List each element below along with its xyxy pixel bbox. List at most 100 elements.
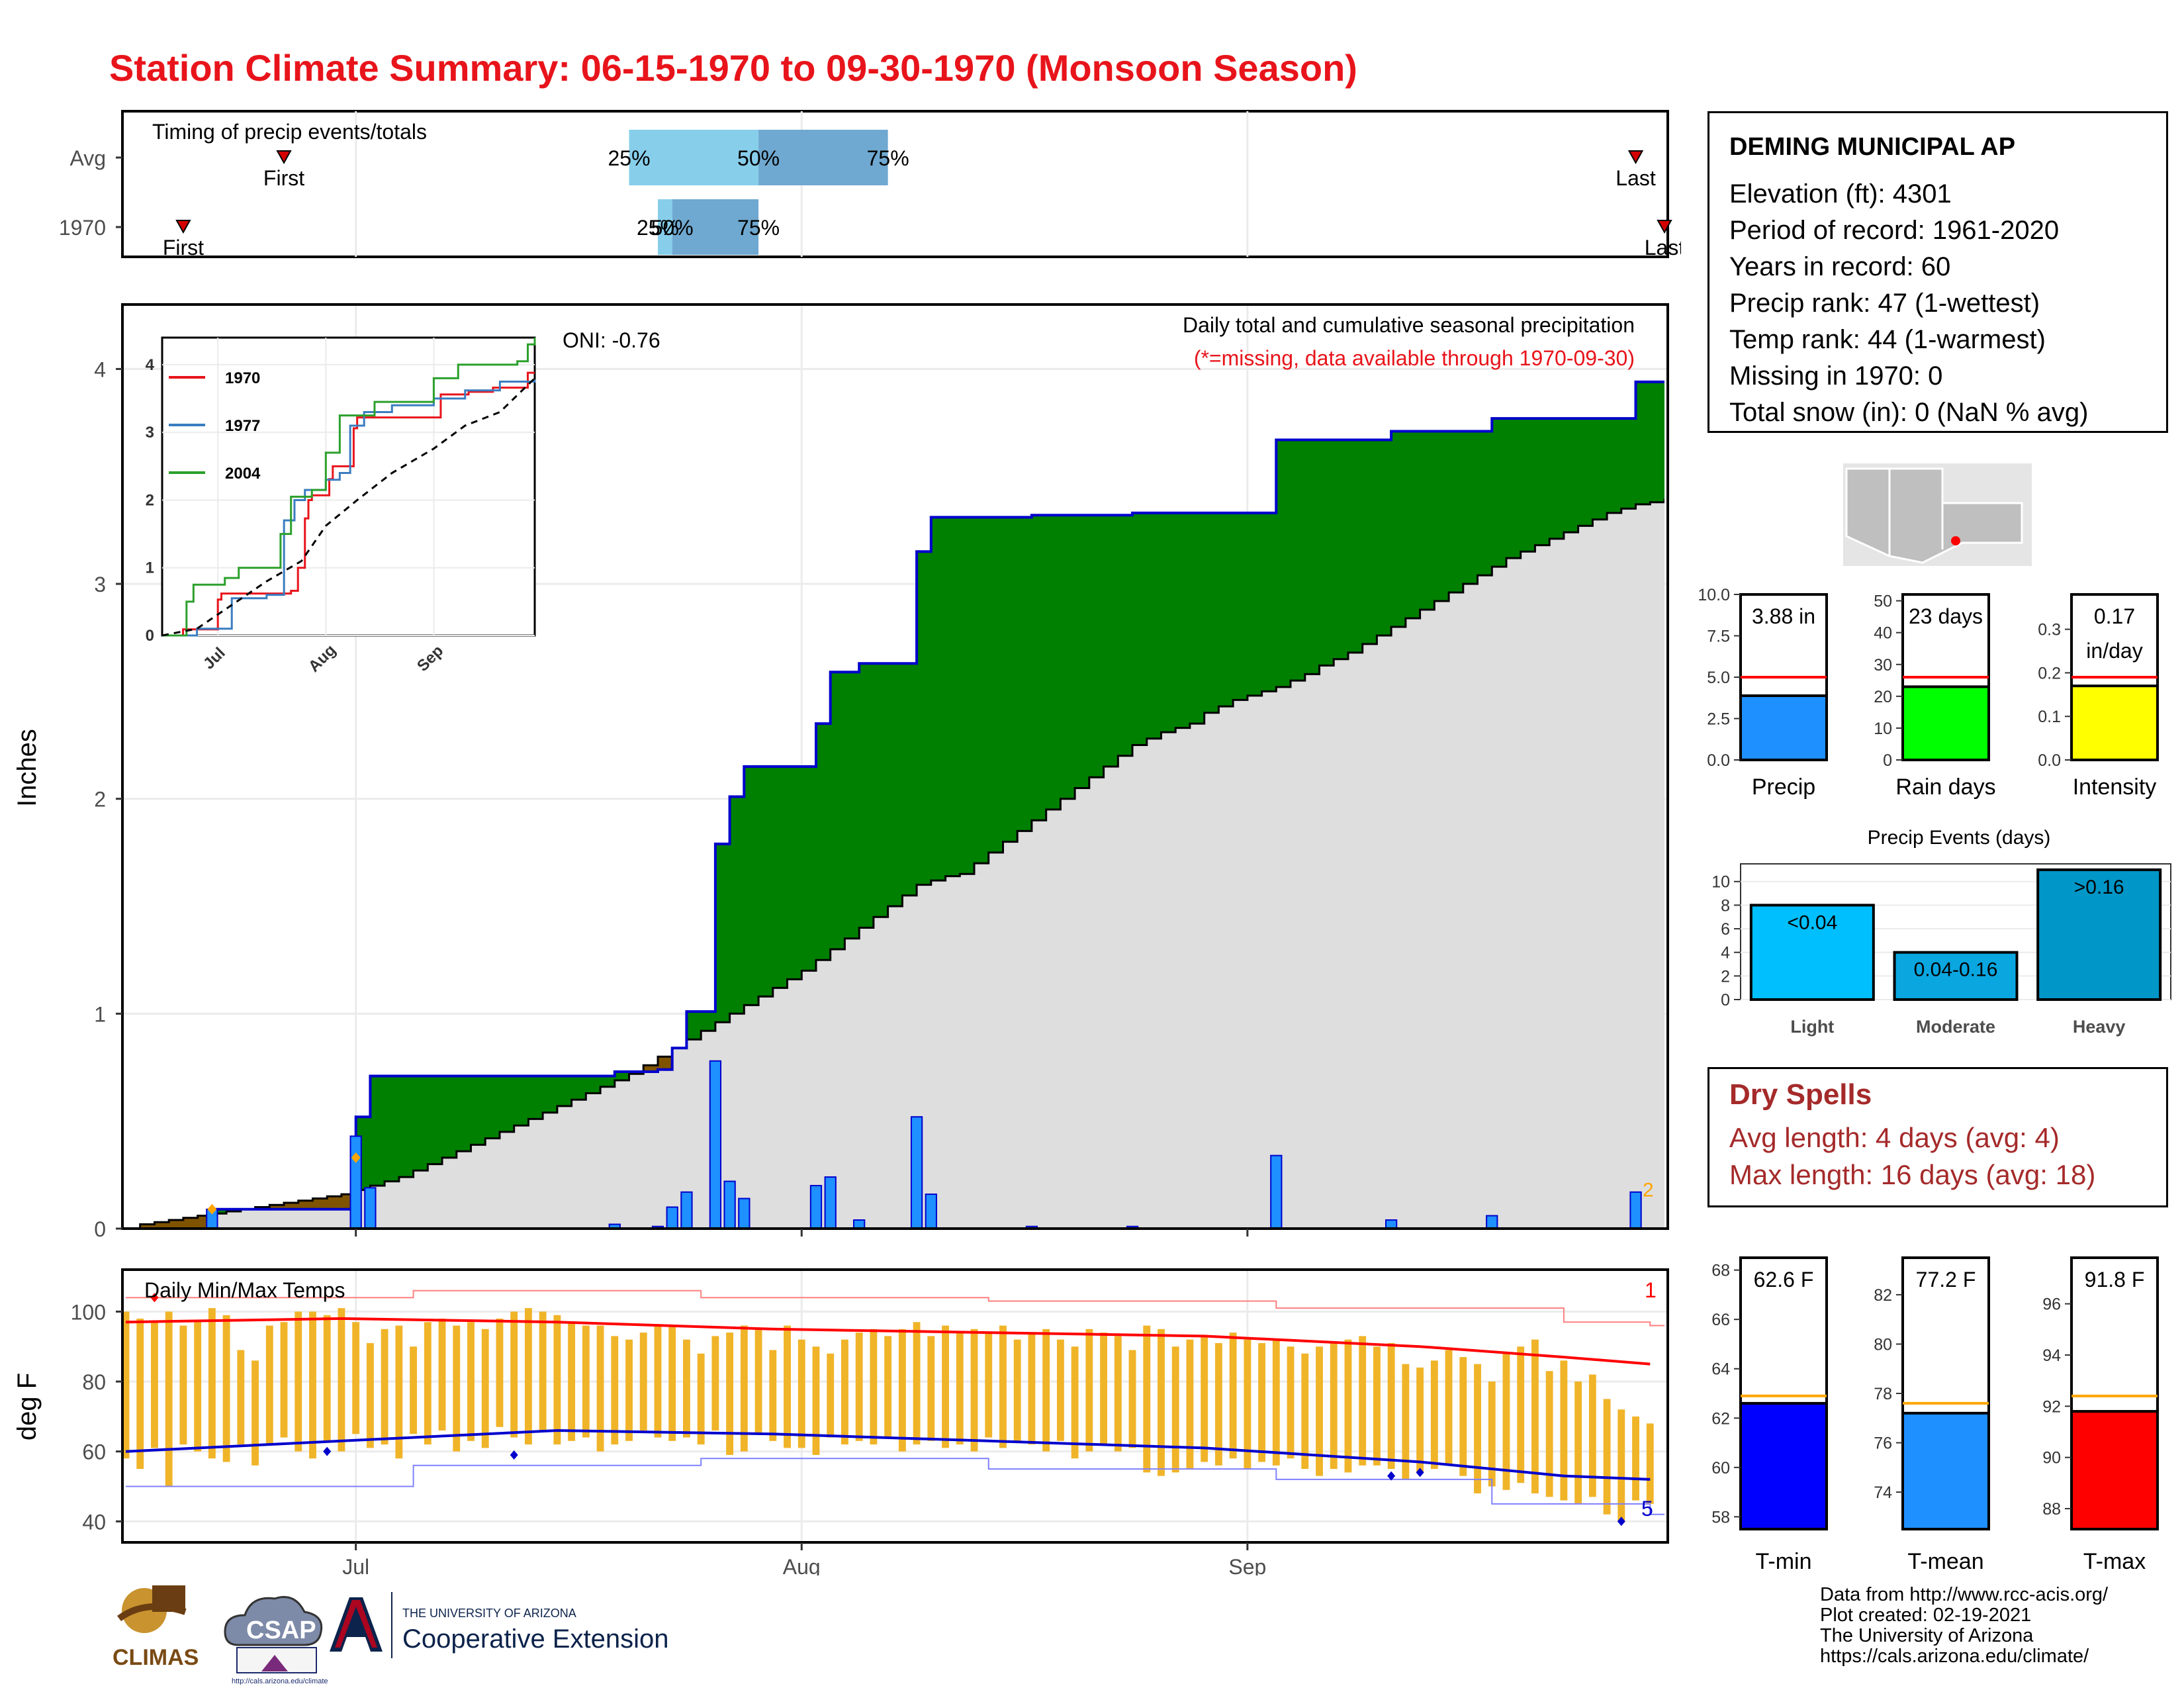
daily-temp-bar	[797, 1339, 805, 1448]
daily-temp-bar	[1158, 1329, 1165, 1476]
record-low-marker	[1416, 1468, 1424, 1477]
daily-temp-bar	[870, 1329, 878, 1445]
precip-ytick-label: 1	[94, 1002, 106, 1026]
below-average-area	[269, 1205, 285, 1209]
daily-temp-bar	[625, 1339, 633, 1441]
summary-ytick-label: 76	[1874, 1434, 1892, 1453]
above-average-area	[960, 517, 975, 874]
climas-text: CLIMAS	[113, 1645, 199, 1670]
daily-temp-bar	[1042, 1329, 1050, 1452]
above-average-area	[1607, 418, 1622, 513]
csap-text: CSAP	[246, 1617, 316, 1644]
record-low-marker	[510, 1450, 518, 1460]
above-average-area	[1592, 418, 1608, 520]
daily-temp-bar	[524, 1308, 532, 1445]
ua-logo: THE UNIVERSITY OF ARIZONA Cooperative Ex…	[330, 1592, 668, 1658]
summary-ytick-label: 78	[1874, 1385, 1892, 1403]
daily-temp-bar	[222, 1315, 230, 1462]
logo-strip: CLIMAS CSAP http://cals.arizona.edu/clim…	[113, 1585, 668, 1685]
daily-precip-bar	[680, 1191, 693, 1229]
above-average-area	[442, 1076, 457, 1158]
timing-first-label: First	[263, 166, 304, 190]
record-low-marker	[1387, 1471, 1396, 1481]
above-average-area	[1635, 381, 1651, 504]
record-low-marker	[1617, 1517, 1625, 1526]
above-average-area	[1506, 418, 1522, 559]
daily-temp-bar	[1588, 1374, 1596, 1497]
timing-title: Timing of precip events/totals	[152, 120, 427, 144]
above-average-area	[385, 1076, 400, 1182]
inset-ytick-label: 1	[146, 559, 154, 577]
daily-temp-bar	[323, 1315, 331, 1441]
above-average-area	[1621, 418, 1637, 509]
summary-panel-name: Intensity	[2073, 774, 2157, 800]
daily-temp-bar	[1171, 1346, 1179, 1473]
above-average-area	[1291, 440, 1306, 681]
credit-line: Plot created: 02-19-2021	[1820, 1605, 2032, 1626]
temps-title: Daily Min/Max Temps	[144, 1278, 345, 1302]
summary-ytick-label: 60	[1711, 1459, 1730, 1477]
ua-university-text: THE UNIVERSITY OF ARIZONA	[402, 1607, 576, 1620]
above-average-area	[887, 663, 903, 907]
summary-ytick-label: 58	[1711, 1508, 1730, 1526]
events-ytick-label: 4	[1721, 944, 1730, 962]
daily-temp-bar	[208, 1308, 216, 1459]
summary-ytick-label: 50	[1874, 592, 1892, 611]
timing-first-marker	[175, 220, 191, 234]
timing-frame	[121, 110, 1669, 258]
csap-url: http://cals.arizona.edu/climate	[232, 1677, 328, 1685]
temps-background	[122, 1270, 1668, 1542]
daily-temp-bar	[481, 1329, 489, 1448]
temps-xtick-label: Aug	[783, 1555, 821, 1575]
daily-temp-bar	[1373, 1346, 1381, 1466]
average-cumulative-line	[126, 498, 1664, 1229]
daily-temp-bar	[740, 1325, 748, 1452]
above-average-area	[1046, 515, 1061, 810]
above-average-area	[917, 551, 932, 885]
daily-temp-bar	[1344, 1339, 1352, 1473]
daily-temp-bar	[1214, 1342, 1222, 1466]
above-average-area	[1449, 431, 1464, 593]
daily-precip-bar	[738, 1197, 751, 1229]
daily-temp-bar	[338, 1308, 345, 1452]
summary-ytick-label: 40	[1874, 624, 1892, 643]
precip-ytick-label: 3	[94, 573, 106, 596]
daily-temp-bar	[1488, 1382, 1496, 1487]
dry-spells-avg: Avg length: 4 days (avg: 4)	[1729, 1122, 2060, 1153]
daily-precip-bar	[1629, 1191, 1642, 1229]
daily-temp-bar	[295, 1311, 302, 1452]
above-average-area	[902, 663, 917, 896]
above-average-area	[499, 1076, 515, 1132]
summary-ytick-label: 0	[1883, 751, 1892, 770]
above-average-area	[1233, 512, 1248, 700]
inset-legend-label: 1977	[225, 417, 260, 435]
inset-series-1970	[162, 371, 535, 637]
station-name: DEMING MUNICIPAL AP	[1729, 133, 2016, 161]
above-average-area	[471, 1076, 486, 1145]
summary-panel-name: T-max	[2083, 1549, 2146, 1574]
daily-precip-bar	[723, 1180, 736, 1229]
precip-event-bar	[1893, 951, 2019, 1001]
above-average-area	[1247, 512, 1263, 696]
above-average-area	[772, 767, 788, 988]
above-average-area	[859, 663, 874, 928]
above-average-area	[456, 1076, 471, 1152]
average-tmax-line	[125, 1317, 1651, 1366]
daily-precip-bar	[1486, 1215, 1498, 1229]
precip-plot-area	[126, 380, 1664, 1229]
summary-ytick-label: 7.5	[1707, 628, 1730, 646]
ua-extension-text: Cooperative Extension	[402, 1624, 668, 1654]
summary-value-bar	[2070, 684, 2159, 761]
summary-value-label: 3.88 in	[1752, 604, 1815, 628]
summary-ytick-label: 0.2	[2038, 664, 2061, 682]
daily-temp-bar	[1085, 1329, 1093, 1452]
summary-ytick-label: 20	[1874, 688, 1892, 706]
precip-frame	[121, 303, 1669, 1230]
dry-spells-box: Dry Spells Avg length: 4 days (avg: 4) M…	[1707, 1067, 2168, 1207]
daily-temp-bar	[1545, 1371, 1553, 1497]
station-info-line: Precip rank: 47 (1-wettest)	[1729, 289, 2040, 318]
daily-temp-bar	[194, 1322, 202, 1452]
daily-temp-bar	[553, 1315, 561, 1445]
daily-precip-bar	[666, 1206, 678, 1229]
